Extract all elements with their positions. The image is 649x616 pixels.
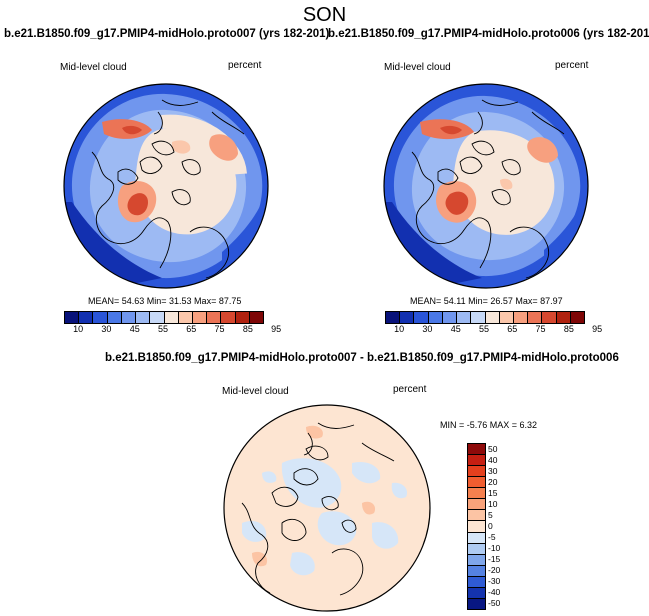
panel3-colorbar-tick-label: 30 <box>488 465 498 476</box>
panel3-colorbar-tick-label: -30 <box>488 575 501 586</box>
panel3-colorbar-swatch <box>468 488 485 500</box>
panel1-colorbar-swatch <box>164 312 179 323</box>
panel1-units-label: percent <box>228 60 262 71</box>
panel3-colorbar-swatch <box>468 477 485 489</box>
panel3-colorbar-tick-label: 10 <box>488 498 498 509</box>
panel1-colorbar-tick-label: 55 <box>157 324 169 334</box>
panel2-colorbar-swatch <box>414 312 429 323</box>
panel2-colorbar-swatch <box>528 312 543 323</box>
panel2-colorbar-swatch <box>485 312 500 323</box>
panel2-polar-map <box>383 83 589 289</box>
panel1-colorbar-swatch <box>150 312 165 323</box>
panel2-colorbar-tick-label: 10 <box>394 324 405 334</box>
panel1-colorbar-swatch <box>221 312 236 323</box>
panel2-colorbar-swatch <box>386 312 401 323</box>
panel3-colorbar-swatch <box>468 510 485 522</box>
panel1-colorbar-tick-label: 95 <box>271 324 282 334</box>
panel1-colorbar-tick-label: 75 <box>214 324 225 334</box>
panel1-colorbar-swatch <box>79 312 94 323</box>
panel2-colorbar-tick-label: 45 <box>450 324 461 334</box>
panel1-title: b.e21.B1850.f09_g17.PMIP4-midHolo.proto0… <box>4 28 330 40</box>
panel1-colorbar-labels: 10 30 45 55 65 75 85 95 <box>64 324 281 336</box>
panel1-colorbar-tick-label: 65 <box>186 324 197 334</box>
panel2-colorbar-labels: 10 30 45 55 65 75 85 95 <box>385 324 602 336</box>
panel3-colorbar-swatch <box>468 466 485 478</box>
panel1-colorbar-tick-label: 45 <box>129 324 140 334</box>
panel1-variable-label: Mid-level cloud <box>60 62 127 73</box>
panel1-colorbar-swatch <box>249 312 264 323</box>
panel3-colorbar-tick-label: 40 <box>488 454 498 465</box>
panel3-colorbar-labels: 50 40 30 20 15 10 5 0 -5 -10 -15 -20 -30 -40 -50 <box>488 443 528 608</box>
panel1-colorbar-swatch <box>192 312 208 323</box>
panel2-colorbar-swatch <box>428 312 443 323</box>
panel1-colorbar-swatch <box>121 312 137 323</box>
panel1-colorbar <box>64 311 264 324</box>
panel2-colorbar-tick-label: 95 <box>592 324 603 334</box>
panel3-colorbar-tick-label: 5 <box>488 509 493 520</box>
panel2-colorbar-tick-label: 30 <box>422 324 433 334</box>
panel2-colorbar <box>385 311 585 324</box>
panel3-colorbar-tick-label: 50 <box>488 443 498 454</box>
panel3-colorbar-tick-label: 15 <box>488 487 498 498</box>
panel2-colorbar-swatch <box>499 312 514 323</box>
panel3-colorbar-swatch <box>468 521 485 533</box>
panel2-variable-label: Mid-level cloud <box>384 62 451 73</box>
figure-title: SON <box>302 4 347 26</box>
panel1-stats: MEAN= 54.63 Min= 31.53 Max= 87.75 <box>88 296 242 306</box>
panel3-variable-label: Mid-level cloud <box>222 386 289 397</box>
panel3-colorbar <box>467 443 486 610</box>
panel2-colorbar-swatch <box>471 312 486 323</box>
panel3-colorbar-tick-label: -5 <box>488 531 496 542</box>
panel2-colorbar-swatch <box>542 312 557 323</box>
panel3-colorbar-swatch <box>468 444 485 456</box>
panel1-colorbar-swatch <box>107 312 122 323</box>
panel3-colorbar-tick-label: -15 <box>488 553 501 564</box>
panel3-colorbar-swatch <box>468 565 485 577</box>
panel2-colorbar-swatch <box>457 312 472 323</box>
panel3-colorbar-tick-label: -10 <box>488 542 501 553</box>
panel1-polar-map <box>63 83 269 289</box>
panel2-units-label: percent <box>555 60 589 71</box>
panel3-colorbar-swatch <box>468 587 485 599</box>
panel2-colorbar-swatch <box>442 312 458 323</box>
panel3-colorbar-swatch <box>468 598 485 609</box>
panel3-colorbar-tick-label: -40 <box>488 586 501 597</box>
panel1-colorbar-swatch <box>93 312 108 323</box>
panel2-title: b.e21.B1850.f09_g17.PMIP4-midHolo.proto0… <box>328 28 649 40</box>
panel3-colorbar-swatch <box>468 554 485 566</box>
panel2-colorbar-tick-label: 75 <box>535 324 546 334</box>
panel3-colorbar-tick-label: 20 <box>488 476 498 487</box>
panel3-colorbar-tick-label: 0 <box>488 520 493 531</box>
panel3-colorbar-swatch <box>468 455 485 467</box>
panel3-colorbar-swatch <box>468 543 485 555</box>
panel2-colorbar-tick-label: 85 <box>563 324 574 334</box>
panel3-colorbar-swatch <box>468 532 485 544</box>
panel1-colorbar-swatch <box>235 312 250 323</box>
panel3-units-label: percent <box>393 384 427 395</box>
panel3-stats: MIN = -5.76 MAX = 6.32 <box>440 420 538 430</box>
panel3-polar-map <box>223 404 431 612</box>
panel2-stats: MEAN= 54.11 Min= 26.57 Max= 87.97 <box>410 296 563 306</box>
panel2-colorbar-swatch <box>570 312 585 323</box>
panel2-colorbar-swatch <box>513 312 529 323</box>
panel2-colorbar-tick-label: 65 <box>507 324 518 334</box>
panel1-colorbar-swatch <box>65 312 80 323</box>
panel1-colorbar-swatch <box>207 312 222 323</box>
panel2-colorbar-swatch <box>556 312 571 323</box>
panel2-colorbar-tick-label: 55 <box>478 324 490 334</box>
panel1-colorbar-swatch <box>136 312 151 323</box>
panel1-colorbar-tick-label: 10 <box>73 324 84 334</box>
panel2-colorbar-swatch <box>400 312 415 323</box>
panel3-title: b.e21.B1850.f09_g17.PMIP4-midHolo.proto0… <box>105 352 619 364</box>
panel3-colorbar-swatch <box>468 499 485 511</box>
panel3-colorbar-tick-label: -20 <box>488 564 501 575</box>
panel1-colorbar-swatch <box>178 312 193 323</box>
panel1-colorbar-tick-label: 85 <box>242 324 253 334</box>
panel3-colorbar-swatch <box>468 576 485 588</box>
panel3-colorbar-tick-label: -50 <box>488 597 501 608</box>
panel1-colorbar-tick-label: 30 <box>101 324 112 334</box>
